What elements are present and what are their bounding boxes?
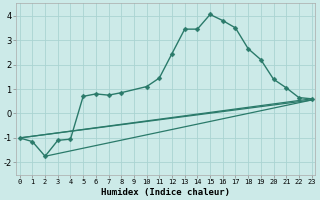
X-axis label: Humidex (Indice chaleur): Humidex (Indice chaleur) xyxy=(101,188,230,197)
